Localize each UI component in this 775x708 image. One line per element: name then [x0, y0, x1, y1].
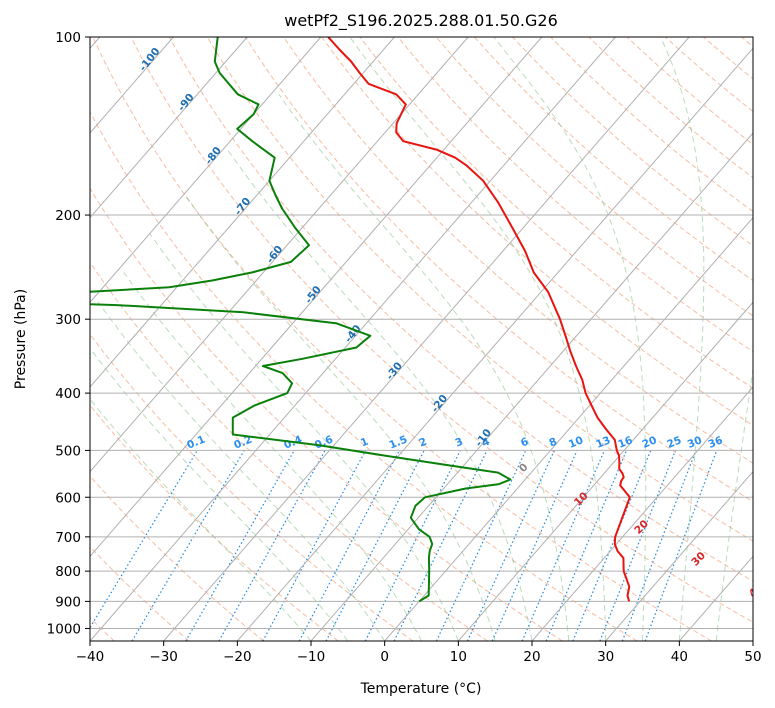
mixing-ratio-line: [131, 450, 245, 641]
moist-adiabat-line: [149, 233, 459, 641]
chart-title: wetPf2_S196.2025.288.01.50.G26: [284, 11, 558, 31]
y-tick-label: 100: [55, 30, 81, 46]
dry-adiabat-line: [244, 37, 753, 503]
x-tick-label: 30: [597, 649, 614, 665]
mixing-ratio-line: [218, 450, 326, 641]
x-tick-label: −10: [297, 649, 326, 665]
isotherm-line: [90, 37, 248, 219]
moist-adiabat-line: [97, 301, 386, 641]
dry-adiabat-line: [435, 37, 753, 317]
x-axis-ticks: −40 −30 −20 −10 0 10 20 30 40 50: [76, 641, 762, 665]
moist-adiabat-line: [493, 37, 647, 641]
mixing-ratio-lines: [90, 450, 718, 641]
dry-adiabat-line: [90, 261, 488, 641]
moist-adiabat-line: [278, 94, 570, 641]
x-axis-label: Temperature (°C): [360, 681, 482, 697]
moist-adiabat-line: [660, 37, 705, 641]
dry-adiabat-line: [90, 475, 264, 641]
dry-adiabat-line: [130, 37, 753, 623]
y-tick-label: 400: [55, 386, 81, 402]
isotherm-line: [90, 37, 469, 473]
isotherm-line: [236, 47, 753, 641]
x-tick-label: 40: [671, 649, 688, 665]
mixing-ratio-label: 20: [641, 434, 659, 451]
mixing-ratio-line: [90, 450, 198, 629]
mixing-ratio-line: [393, 450, 488, 641]
mixing-ratio-line: [466, 450, 555, 641]
dewpoint-profile-line: [90, 37, 512, 603]
x-tick-label: 50: [744, 649, 761, 665]
isotherm-line: [384, 216, 753, 641]
mixing-ratio-label: 4: [480, 436, 491, 450]
sounding-series: [90, 37, 631, 603]
y-tick-label: 200: [55, 208, 81, 224]
moist-adiabat-line: [349, 37, 607, 641]
y-tick-label: 1000: [47, 621, 81, 637]
y-tick-label: 900: [55, 594, 81, 610]
isotherm-line: [90, 37, 322, 304]
y-axis-label: Pressure (hPa): [13, 289, 29, 389]
isotherm-line: [531, 386, 753, 641]
dry-adiabat-line: [359, 37, 753, 389]
x-tick-label: −40: [76, 649, 105, 665]
dry-adiabat-line: [90, 187, 563, 641]
moist-adiabat-line: [123, 272, 422, 641]
mixing-ratio-label: 8: [548, 436, 559, 450]
mixing-ratio-label: 3: [454, 436, 465, 450]
y-axis-ticks: 100 200 300 400 500 600 700 800 900 1000: [47, 30, 90, 637]
mixing-ratio-label: 36: [707, 434, 725, 451]
mixing-ratio-line: [491, 450, 578, 641]
y-tick-label: 600: [55, 490, 81, 506]
mixing-ratio-line: [262, 450, 367, 641]
mixing-ratio-label: 2: [417, 436, 428, 450]
mixing-ratio-label: 10: [567, 434, 585, 451]
isotherm-line: [90, 37, 395, 388]
mixing-ratio-line: [185, 450, 295, 641]
y-tick-label: 300: [55, 312, 81, 328]
isobars: [90, 37, 753, 629]
y-tick-label: 700: [55, 530, 81, 546]
moist-adiabat-label: 40: [747, 581, 766, 600]
isotherm-line: [605, 470, 753, 641]
mixing-ratio-line: [521, 450, 605, 641]
dry-adiabat-line: [321, 37, 753, 426]
moist-adiabat-line: [90, 398, 312, 641]
x-tick-label: 10: [450, 649, 467, 665]
mixing-ratio-line: [435, 450, 527, 641]
moist-adiabat-line: [90, 347, 349, 641]
dry-adiabat-line: [168, 37, 753, 582]
y-tick-label: 800: [55, 564, 81, 580]
mixing-ratio-line: [545, 450, 628, 641]
x-tick-label: 0: [380, 649, 389, 665]
isotherm-line: [310, 132, 753, 641]
x-tick-label: 20: [523, 649, 540, 665]
mixing-ratio-label: 25: [665, 434, 683, 451]
isotherm-line: [163, 37, 690, 641]
isotherm-line: [90, 37, 543, 558]
isotherms: [90, 37, 753, 641]
mixing-ratio-label: 30: [686, 434, 704, 451]
mixing-ratio-label: 13: [594, 434, 612, 451]
y-tick-label: 500: [55, 443, 81, 459]
mixing-ratio-line: [364, 450, 461, 641]
dry-adiabat-line: [90, 404, 339, 641]
mixing-ratio-label: 6: [519, 436, 530, 450]
moist-adiabat-line: [715, 366, 753, 641]
temperature-profile-line: [327, 37, 631, 602]
mixing-ratio-label: 1: [359, 436, 370, 450]
plot-frame: [89, 36, 754, 642]
mixing-ratio-label: 16: [616, 434, 634, 451]
x-tick-label: −20: [223, 649, 252, 665]
isotherm-line: [457, 301, 753, 641]
x-tick-label: −30: [149, 649, 178, 665]
isotherm-line: [90, 37, 616, 641]
